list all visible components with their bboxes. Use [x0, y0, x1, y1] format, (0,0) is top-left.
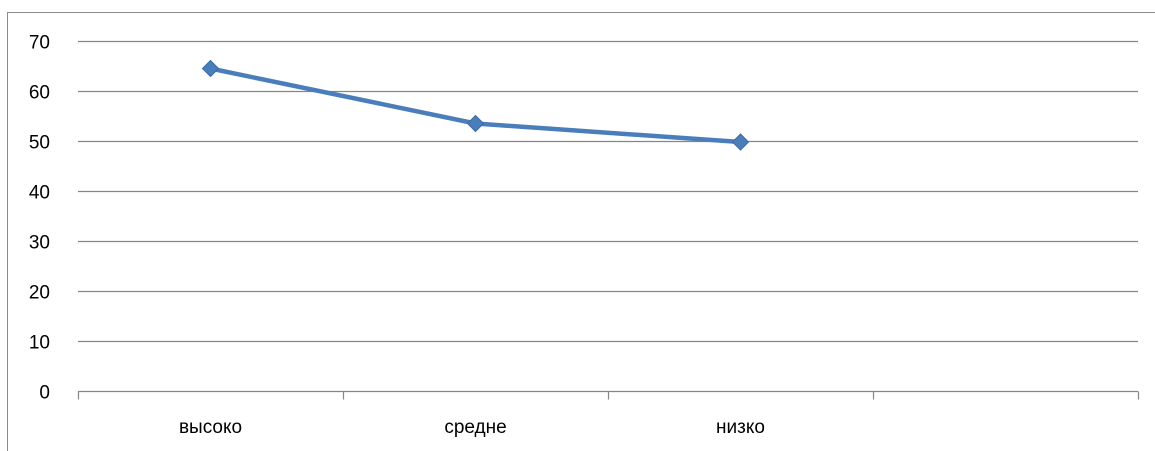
y-tick-label-20: 20 — [29, 283, 50, 304]
y-axis-tick-labels: 0 10 20 30 40 50 60 70 — [29, 33, 50, 404]
data-point-marker-0-2 — [731, 133, 750, 151]
x-tick-label-1: средне — [444, 417, 506, 438]
data-point-marker-0-1 — [466, 114, 485, 133]
y-tick-label-50: 50 — [29, 133, 50, 154]
y-tick-label-60: 60 — [29, 83, 50, 104]
x-tick-label-0: высоко — [179, 417, 242, 438]
axes — [77, 390, 1140, 400]
x-tick-label-2: низко — [716, 417, 765, 438]
gridlines — [78, 40, 1138, 343]
y-tick-label-0: 0 — [39, 383, 50, 404]
y-tick-label-10: 10 — [29, 333, 50, 354]
series-marker-layer — [201, 59, 750, 151]
y-tick-label-40: 40 — [29, 183, 50, 204]
y-tick-label-30: 30 — [29, 233, 50, 254]
data-point-marker-0-0 — [201, 59, 220, 78]
y-tick-label-70: 70 — [29, 33, 50, 54]
x-axis-tick-labels: высоко средне низко — [179, 417, 765, 438]
